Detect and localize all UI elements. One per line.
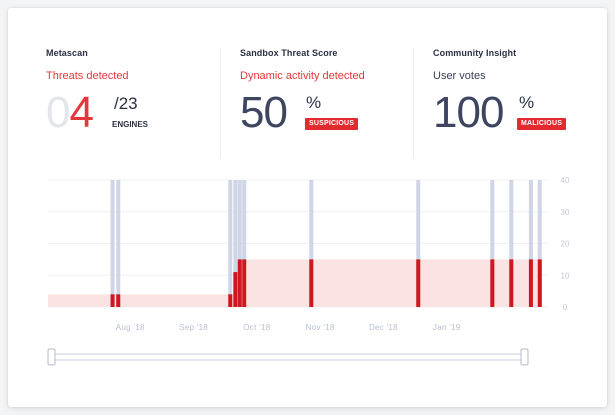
detection-bar xyxy=(490,259,495,307)
community-result: 100 % MALICIOUS xyxy=(433,88,603,138)
detection-bar xyxy=(509,259,514,307)
panel-divider xyxy=(413,48,414,158)
x-tick-label: Nov '18 xyxy=(306,323,335,332)
engine-total-bar xyxy=(110,180,115,307)
engine-total-bar xyxy=(416,180,421,307)
x-tick-label: Aug '18 xyxy=(116,323,145,332)
metascan-title: Metascan xyxy=(46,48,88,58)
community-panel: Community Insight User votes 100 % MALIC… xyxy=(433,48,603,168)
community-percent-sign: % xyxy=(519,93,535,112)
sandbox-result: 50 % SUSPICIOUS xyxy=(240,88,420,138)
engines-label: ENGINES xyxy=(112,120,149,129)
detection-bar xyxy=(116,294,121,307)
detection-count-leading: 0 xyxy=(46,88,71,137)
engine-total-bar xyxy=(242,180,247,307)
metascan-status: Threats detected xyxy=(46,70,129,82)
engine-total-bar xyxy=(490,180,495,307)
detection-count: 04 xyxy=(46,88,94,138)
sandbox-status: Dynamic activity detected xyxy=(240,70,365,82)
panel-divider xyxy=(220,48,221,158)
detection-bar xyxy=(237,259,242,307)
sandbox-title: Sandbox Threat Score xyxy=(240,48,338,58)
detection-bar xyxy=(416,259,421,307)
range-slider-end-handle[interactable] xyxy=(520,348,529,366)
engine-total-bar xyxy=(309,180,314,307)
detection-bar xyxy=(110,294,115,307)
malicious-badge: MALICIOUS xyxy=(517,118,567,130)
engine-total-bar xyxy=(528,180,533,307)
detection-count-value: 4 xyxy=(69,88,94,137)
detection-bar xyxy=(233,272,238,307)
detection-area xyxy=(235,259,542,307)
engine-total-bar xyxy=(509,180,514,307)
suspicious-badge: SUSPICIOUS xyxy=(305,118,359,130)
range-slider-track xyxy=(51,353,525,361)
engine-total-bar xyxy=(228,180,233,307)
detection-history-chart: 0 10 20 30 40 Aug '18 Sep '18 Oct '18 Nov '18 Dec… xyxy=(47,176,570,366)
x-tick-label: Oct '18 xyxy=(243,323,270,332)
metascan-result: 04 /23 ENGINES xyxy=(46,88,226,138)
sandbox-score: 50 xyxy=(240,88,288,137)
x-tick-label: Jan '19 xyxy=(433,323,461,332)
range-slider-start-handle[interactable] xyxy=(47,348,56,366)
y-tick-label: 30 xyxy=(561,208,570,217)
engine-total-bar xyxy=(537,180,542,307)
engine-total-bar xyxy=(237,180,242,307)
detection-bar xyxy=(228,294,233,307)
y-tick-label: 10 xyxy=(561,271,570,280)
community-status: User votes xyxy=(433,70,486,82)
engine-total: /23 xyxy=(114,94,138,113)
detection-bar xyxy=(242,259,247,307)
x-tick-label: Dec '18 xyxy=(369,323,398,332)
y-tick-label: 0 xyxy=(563,303,568,312)
community-score: 100 xyxy=(433,88,504,137)
y-tick-label: 20 xyxy=(561,240,570,249)
sandbox-percent-sign: % xyxy=(306,93,322,112)
detection-bar xyxy=(309,259,314,307)
engine-total-bar xyxy=(233,180,238,307)
scan-summary-card: Metascan Threats detected 04 /23 ENGINES… xyxy=(8,8,607,407)
detection-bar xyxy=(537,259,542,307)
detection-bar xyxy=(528,259,533,307)
metascan-panel: Metascan Threats detected 04 /23 ENGINES xyxy=(46,48,226,168)
sandbox-panel: Sandbox Threat Score Dynamic activity de… xyxy=(240,48,420,168)
community-title: Community Insight xyxy=(433,48,517,58)
detection-area xyxy=(48,294,236,307)
x-tick-label: Sep '18 xyxy=(179,323,208,332)
engine-total-bar xyxy=(116,180,121,307)
y-tick-label: 40 xyxy=(561,176,570,185)
